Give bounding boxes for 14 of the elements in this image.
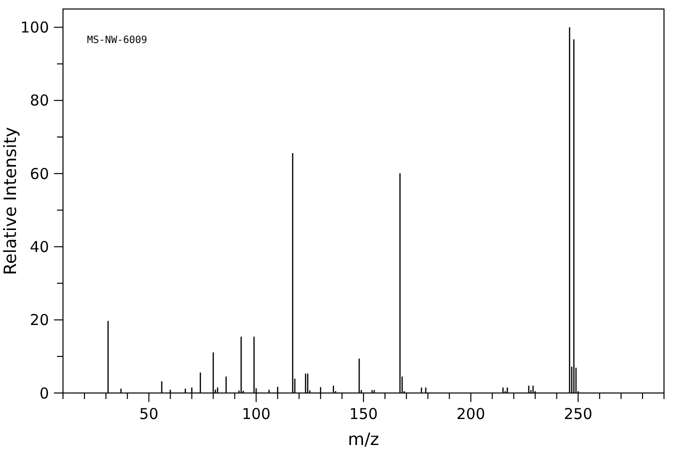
y-tick-label: 0 <box>39 384 49 402</box>
x-tick-label: 150 <box>349 405 378 423</box>
x-tick-label: 100 <box>242 405 270 423</box>
x-tick-label: 250 <box>564 405 592 423</box>
y-tick-label: 60 <box>30 164 49 183</box>
x-tick-label: 200 <box>456 405 486 423</box>
y-tick-label: 80 <box>30 92 49 110</box>
y-axis-title: Relative Intensity <box>1 127 21 275</box>
y-tick-label: 100 <box>20 18 49 37</box>
x-tick-label: 50 <box>139 405 158 423</box>
x-axis-title: m/z <box>348 430 380 450</box>
y-tick-label: 20 <box>30 311 49 330</box>
annotation: MS-NW-6009 <box>87 35 148 46</box>
y-tick-label: 40 <box>30 238 49 256</box>
